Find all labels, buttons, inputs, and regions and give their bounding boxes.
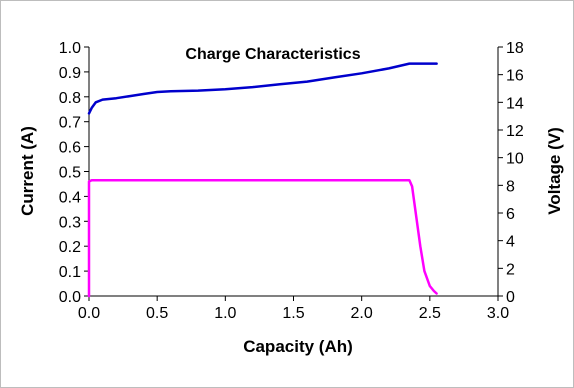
y-left-tick-label: 0.0 (59, 289, 81, 306)
y-right-tick-label: 6 (506, 206, 515, 223)
x-tick-label: 3.0 (487, 305, 509, 322)
y-left-tick-label: 0.8 (59, 90, 81, 107)
y-left-tick-label: 0.6 (59, 140, 81, 157)
chart-title: Charge Characteristics (185, 46, 360, 63)
y-right-tick-label: 8 (506, 178, 515, 195)
x-tick-label: 2.5 (419, 305, 441, 322)
current-series-line (87, 178, 438, 298)
y-left-tick-label: 0.2 (59, 239, 81, 256)
x-tick-label: 1.5 (282, 305, 304, 322)
y-left-tick-label: 0.5 (59, 165, 81, 182)
y-left-tick-label: 1.0 (59, 40, 81, 57)
voltage-series-line (87, 62, 438, 115)
y-right-tick-label: 0 (506, 289, 515, 306)
x-tick-label: 2.0 (351, 305, 373, 322)
y-right-tick-label: 12 (506, 123, 524, 140)
x-axis-title: Capacity (Ah) (243, 337, 353, 356)
y-right-tick-label: 16 (506, 68, 524, 85)
x-tick-label: 0.5 (146, 305, 168, 322)
x-tick-label: 0.0 (78, 305, 100, 322)
y-right-axis-title: Voltage (V) (545, 127, 564, 215)
y-left-tick-label: 0.7 (59, 115, 81, 132)
y-right-tick-label: 18 (506, 40, 524, 57)
y-right-tick-label: 14 (506, 95, 524, 112)
y-right-tick-label: 2 (506, 261, 515, 278)
y-left-axis-title: Current (A) (18, 126, 37, 216)
x-tick-label: 1.0 (214, 305, 236, 322)
y-left-tick-label: 0.4 (59, 189, 81, 206)
y-right-tick-label: 10 (506, 151, 524, 168)
y-left-tick-label: 0.3 (59, 214, 81, 231)
y-right-tick-label: 4 (506, 234, 515, 251)
y-left-tick-label: 0.9 (59, 65, 81, 82)
y-left-tick-label: 0.1 (59, 264, 81, 281)
